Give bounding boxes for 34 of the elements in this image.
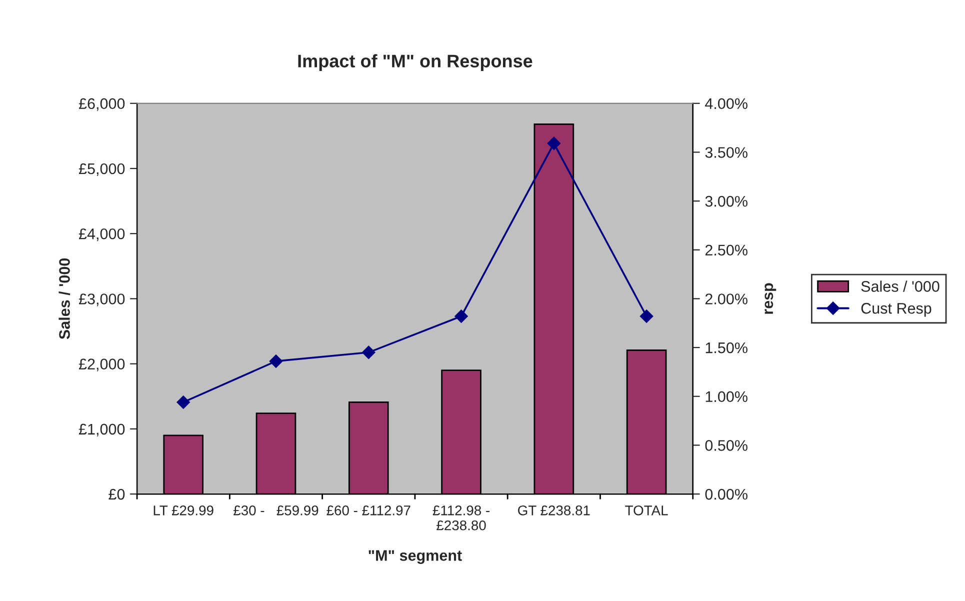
y2-tick-label: 3.00% [705, 196, 748, 207]
x-tick-label: £60 - £112.97 [326, 506, 410, 516]
y2-tick-label: 1.00% [706, 391, 748, 402]
y-tick-label: £6,000 [78, 98, 125, 111]
chart-title: Impact of "M" on Response [298, 54, 532, 72]
x-tick-label: £112.98 - £238.80 [432, 506, 490, 530]
y-tick-label: £0 [108, 488, 125, 500]
legend-label: Sales / '000 [861, 280, 940, 292]
y-tick-label: £4,000 [78, 228, 125, 242]
point [269, 354, 283, 368]
y-axis-title: Sales / '000 [58, 258, 70, 340]
y2-tick-label: 4.00% [705, 98, 748, 110]
y2-axis-title: resp [764, 283, 776, 314]
y-tick-label: £2,000 [78, 358, 125, 372]
x-tick-label: TOTAL [625, 506, 668, 516]
x-tick-label: £30 - £59.99 [234, 506, 318, 516]
point [547, 136, 560, 150]
x-tick-label: GT £238.81 [518, 506, 590, 516]
x-axis-title: "M" segment [368, 550, 462, 564]
point [454, 310, 468, 323]
y2-tick-label: 0.50% [705, 440, 748, 451]
legend-label: Cust Resp [861, 302, 932, 317]
y2-tick-label: 1.50% [706, 342, 748, 354]
point [640, 310, 654, 323]
point [362, 346, 376, 359]
y-tick-label: £5,000 [78, 163, 125, 176]
y2-tick-label: 0.00% [705, 488, 748, 500]
y2-tick-label: 2.00% [705, 294, 748, 304]
y-tick-label: £1,000 [78, 424, 125, 436]
y-tick-label: £3,000 [78, 294, 125, 306]
x-tick-label: LT £29.99 [154, 506, 214, 516]
y2-tick-label: 2.50% [705, 244, 748, 256]
y2-tick-label: 3.50% [705, 147, 748, 158]
point [176, 396, 190, 409]
